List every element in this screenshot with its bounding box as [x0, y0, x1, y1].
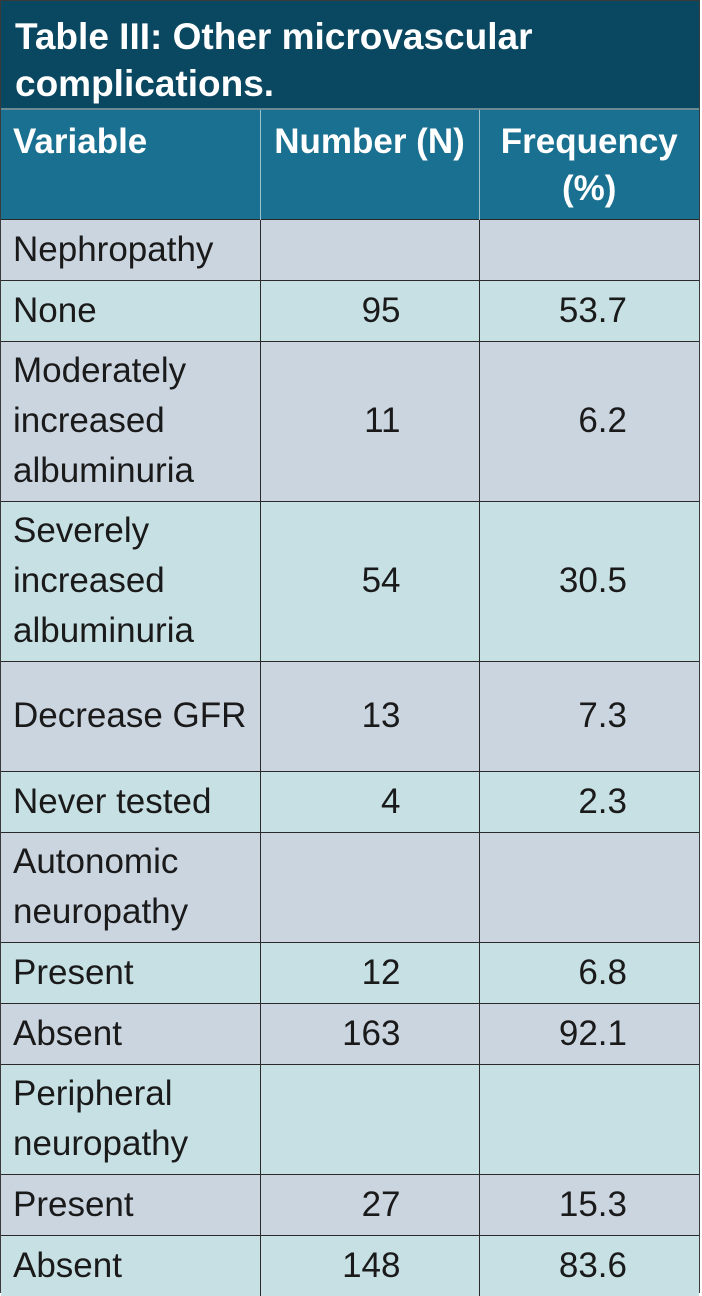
cell-variable: Decrease GFR — [1, 660, 260, 771]
complications-table: Variable Number (N) Frequency (%) Nephro… — [1, 110, 699, 1296]
header-variable: Variable — [1, 110, 260, 219]
cell-number: 95 — [259, 279, 479, 341]
cell-variable: Severely increased albuminuria — [1, 500, 260, 661]
table-row: Present 12 6.8 — [1, 941, 699, 1003]
table-row: Autonomic neuropathy — [1, 831, 699, 942]
cell-number: 11 — [259, 340, 479, 501]
cell-frequency: 6.8 — [478, 941, 699, 1003]
cell-frequency: 6.2 — [478, 340, 699, 501]
cell-frequency: 30.5 — [478, 500, 699, 661]
cell-variable: Absent — [1, 1234, 260, 1296]
header-frequency: Frequency (%) — [478, 110, 699, 219]
table-row: Nephropathy — [1, 218, 699, 280]
cell-number — [259, 831, 479, 942]
cell-frequency: 2.3 — [478, 770, 699, 832]
cell-frequency — [478, 218, 699, 280]
cell-variable: None — [1, 279, 260, 341]
table-row: Present 27 15.3 — [1, 1173, 699, 1235]
cell-variable: Absent — [1, 1002, 260, 1064]
cell-frequency: 53.7 — [478, 279, 699, 341]
cell-number: 163 — [259, 1002, 479, 1064]
cell-variable: Autonomic neuropathy — [1, 831, 260, 942]
cell-variable: Present — [1, 941, 260, 1003]
cell-number: 4 — [259, 770, 479, 832]
table-row: None 95 53.7 — [1, 279, 699, 341]
cell-number: 54 — [259, 500, 479, 661]
table-row: Severely increased albuminuria 54 30.5 — [1, 500, 699, 661]
cell-frequency — [478, 1063, 699, 1174]
cell-variable: Moderately increased albuminuria — [1, 340, 260, 501]
table-row: Decrease GFR 13 7.3 — [1, 660, 699, 771]
cell-variable: Nephropathy — [1, 218, 260, 280]
header-row: Variable Number (N) Frequency (%) — [1, 110, 699, 219]
cell-variable: Never tested — [1, 770, 260, 832]
cell-number — [259, 1063, 479, 1174]
table-row: Moderately increased albuminuria 11 6.2 — [1, 340, 699, 501]
cell-variable: Present — [1, 1173, 260, 1235]
table-row: Absent 148 83.6 — [1, 1234, 699, 1296]
table-row: Absent 163 92.1 — [1, 1002, 699, 1064]
table-row: Peripheral neuropathy — [1, 1063, 699, 1174]
cell-frequency: 15.3 — [478, 1173, 699, 1235]
cell-frequency: 7.3 — [478, 660, 699, 771]
cell-number: 13 — [259, 660, 479, 771]
header-number: Number (N) — [259, 110, 479, 219]
table-title: Table III: Other microvascular complicat… — [1, 1, 699, 110]
table-row: Never tested 4 2.3 — [1, 770, 699, 832]
cell-number: 12 — [259, 941, 479, 1003]
cell-number — [259, 218, 479, 280]
cell-number: 148 — [259, 1234, 479, 1296]
cell-variable: Peripheral neuropathy — [1, 1063, 260, 1174]
cell-frequency — [478, 831, 699, 942]
cell-frequency: 92.1 — [478, 1002, 699, 1064]
cell-number: 27 — [259, 1173, 479, 1235]
cell-frequency: 83.6 — [478, 1234, 699, 1296]
